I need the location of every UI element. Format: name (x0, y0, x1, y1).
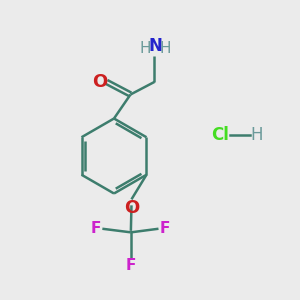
Text: F: F (160, 221, 170, 236)
Text: H: H (250, 126, 263, 144)
Text: H: H (159, 40, 171, 56)
Text: O: O (124, 199, 139, 217)
Text: Cl: Cl (212, 126, 230, 144)
Text: O: O (92, 73, 107, 91)
Text: H: H (139, 40, 151, 56)
Text: N: N (148, 37, 162, 55)
Text: F: F (126, 259, 136, 274)
Text: F: F (91, 221, 101, 236)
